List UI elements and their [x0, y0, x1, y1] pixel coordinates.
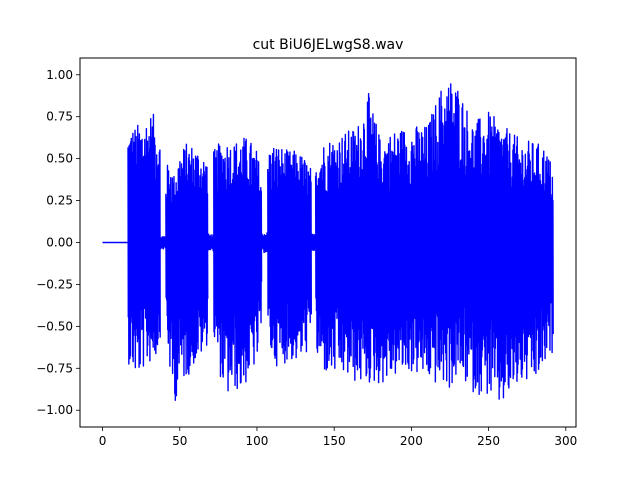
waveform-segment-burst — [213, 137, 263, 392]
waveform-segment-burst — [267, 147, 312, 367]
y-tick-label: 1.00 — [46, 68, 73, 82]
x-tick-label: 50 — [172, 434, 187, 448]
waveform-segment-burst — [314, 83, 554, 400]
x-tick-label: 150 — [323, 434, 346, 448]
y-tick-label: −0.75 — [36, 361, 73, 375]
x-axis: 0 50 100 150 200 250 300 — [99, 427, 577, 448]
x-tick-label: 200 — [400, 434, 423, 448]
y-tick-label: −0.25 — [36, 277, 73, 291]
waveform-segment-burst — [127, 113, 161, 369]
y-axis: −1.00 −0.75 −0.50 −0.25 0.00 0.25 0.50 0.75 1.00 — [36, 68, 80, 417]
y-tick-label: 0.00 — [46, 236, 73, 250]
waveform-segment-gap — [310, 233, 317, 252]
y-tick-label: 0.25 — [46, 194, 73, 208]
plot-area — [102, 83, 554, 401]
waveform-segment-burst — [165, 143, 209, 401]
x-tick-label: 0 — [99, 434, 107, 448]
chart-title: cut BiU6JELwgS8.wav — [253, 37, 404, 53]
x-tick-label: 300 — [554, 434, 577, 448]
y-tick-label: −0.50 — [36, 319, 73, 333]
y-tick-label: −1.00 — [36, 403, 73, 417]
waveform-segment-gap — [159, 236, 167, 250]
y-tick-label: 0.50 — [46, 152, 73, 166]
x-tick-label: 250 — [477, 434, 500, 448]
y-tick-label: 0.75 — [46, 110, 73, 124]
waveform-segment-gap — [260, 232, 269, 254]
waveform-segment-gap — [206, 233, 215, 252]
x-tick-label: 100 — [246, 434, 269, 448]
